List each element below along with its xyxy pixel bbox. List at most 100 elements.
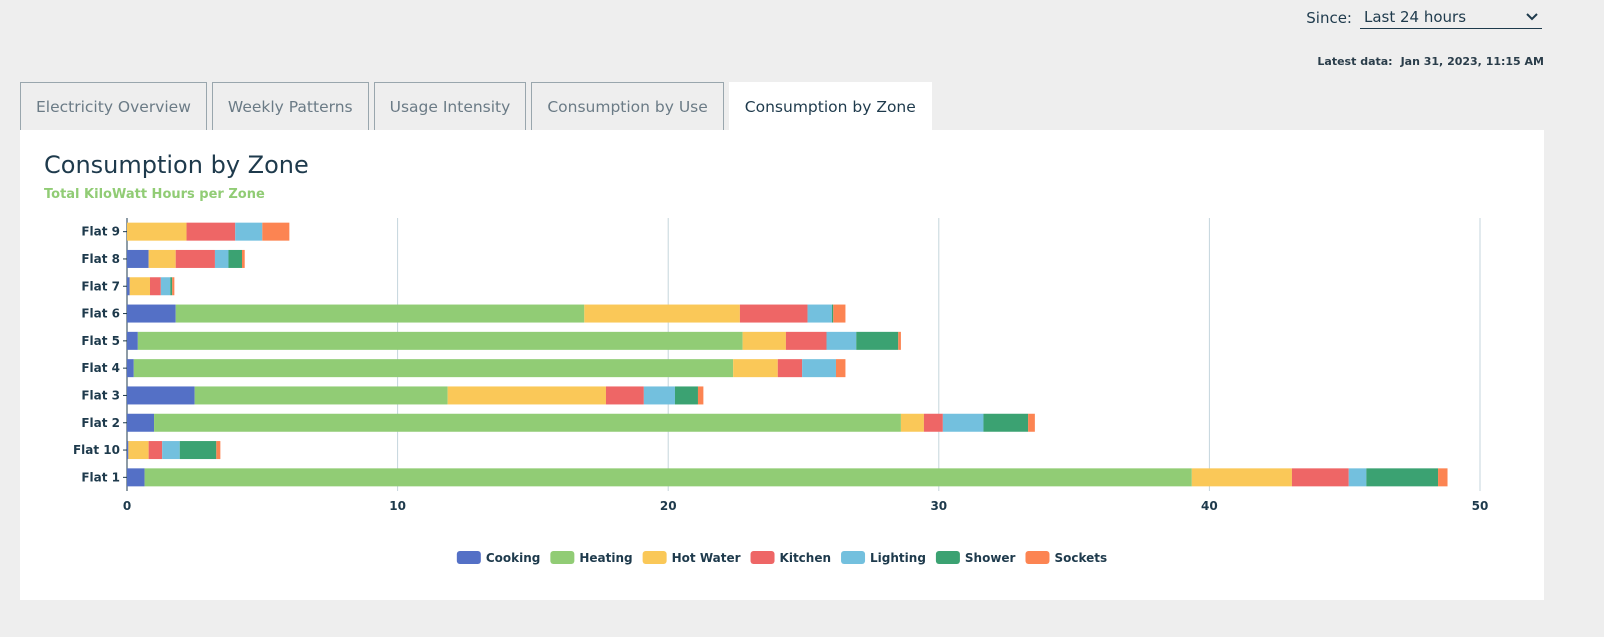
y-tick-label: Flat 7 (81, 279, 120, 293)
bar-segment (826, 331, 857, 350)
panel: Consumption by Zone Total KiloWatt Hours… (20, 130, 1544, 600)
legend-swatch (841, 551, 866, 564)
bar-segment (802, 359, 836, 378)
bar-segment (150, 277, 161, 296)
legend-label: Lighting (870, 551, 926, 565)
chart-subtitle: Total KiloWatt Hours per Zone (44, 187, 265, 202)
bar-segment (214, 249, 229, 268)
bar-segment (900, 413, 924, 432)
tab[interactable]: Usage Intensity (373, 82, 527, 130)
legend-swatch (935, 551, 960, 564)
bar-segment (242, 249, 245, 268)
bar-segment (179, 441, 217, 460)
latest-value: Jan 31, 2023, 11:15 AM (1400, 55, 1544, 68)
tab[interactable]: Electricity Overview (20, 82, 207, 130)
chart-title: Consumption by Zone (44, 151, 309, 179)
x-tick-label: 30 (930, 499, 947, 513)
legend-label: Shower (965, 551, 1016, 565)
bar-segment (235, 222, 263, 241)
bar-segment (127, 413, 155, 432)
bar-segment (1291, 468, 1349, 487)
legend-swatch (550, 551, 575, 564)
tab[interactable]: Weekly Patterns (211, 82, 369, 130)
bar-segment (262, 222, 290, 241)
bar-segment (127, 249, 149, 268)
y-tick-label: Flat 9 (81, 225, 120, 239)
bar-segment (1348, 468, 1367, 487)
since-filter: Since: Last 24 hours (1306, 6, 1542, 29)
bar-segment (186, 222, 236, 241)
x-tick-label: 10 (389, 499, 406, 513)
since-value: Last 24 hours (1364, 8, 1467, 26)
legend-swatch (642, 551, 667, 564)
latest-data: Latest data: Jan 31, 2023, 11:15 AM (1317, 55, 1544, 68)
bar-segment (785, 331, 827, 350)
since-select[interactable]: Last 24 hours (1360, 6, 1542, 29)
bar-segment (148, 441, 163, 460)
bar-segment (127, 359, 134, 378)
bar-segment (733, 359, 778, 378)
bar-segment (1438, 468, 1448, 487)
bar-segment (127, 441, 129, 460)
bar-segment (831, 304, 834, 323)
bar-segment (742, 331, 786, 350)
y-tick-label: Flat 2 (81, 416, 120, 430)
bar-segment (216, 441, 221, 460)
bar-segment (835, 359, 846, 378)
bar-segment (739, 304, 808, 323)
bar-segment (1366, 468, 1439, 487)
bar-segment (127, 304, 176, 323)
bar-segment (983, 413, 1029, 432)
bar-segment (923, 413, 943, 432)
bar-segment (674, 386, 698, 405)
latest-label: Latest data: (1317, 55, 1393, 68)
bar-segment (833, 304, 846, 323)
bar-segment (133, 359, 734, 378)
legend-label: Hot Water (672, 551, 741, 565)
bar-segment (175, 249, 215, 268)
bar-segment (605, 386, 644, 405)
bar-segment (447, 386, 606, 405)
legend-label: Heating (579, 551, 632, 565)
bar-segment (898, 331, 901, 350)
bar-segment (175, 304, 585, 323)
bar-segment (127, 222, 187, 241)
bar-segment (160, 277, 171, 296)
legend-swatch (1025, 551, 1050, 564)
legend-label: Kitchen (780, 551, 832, 565)
x-tick-label: 0 (123, 499, 131, 513)
bar-segment (137, 331, 743, 350)
legend-swatch (750, 551, 775, 564)
bar-segment (942, 413, 984, 432)
bar-segment (148, 249, 176, 268)
bar-segment (129, 277, 151, 296)
bar-segment (154, 413, 901, 432)
y-tick-label: Flat 5 (81, 334, 120, 348)
tab-bar: Electricity Overview Weekly Patterns Usage… (20, 82, 932, 130)
bar-segment (856, 331, 899, 350)
y-tick-label: Flat 8 (81, 252, 120, 266)
bar-segment (1028, 413, 1035, 432)
legend-label: Sockets (1054, 551, 1107, 565)
bar-segment (127, 386, 195, 405)
y-tick-label: Flat 10 (73, 443, 120, 457)
bar-segment (643, 386, 675, 405)
bar-segment (144, 468, 1192, 487)
bar-segment (777, 359, 803, 378)
bar-segment (584, 304, 740, 323)
y-tick-label: Flat 6 (81, 307, 120, 321)
x-tick-label: 40 (1201, 499, 1218, 513)
y-tick-label: Flat 4 (81, 361, 120, 375)
bar-segment (697, 386, 704, 405)
chart: Consumption by Zone Total KiloWatt Hours… (44, 151, 1489, 565)
tab[interactable]: Consumption by Zone (728, 82, 932, 130)
bar-segment (194, 386, 448, 405)
tab[interactable]: Consumption by Use (531, 82, 724, 130)
bar-segment (228, 249, 243, 268)
legend-label: Cooking (486, 551, 541, 565)
x-tick-label: 50 (1472, 499, 1489, 513)
bar-segment (128, 441, 149, 460)
bar-segment (127, 277, 130, 296)
bar-segment (807, 304, 832, 323)
